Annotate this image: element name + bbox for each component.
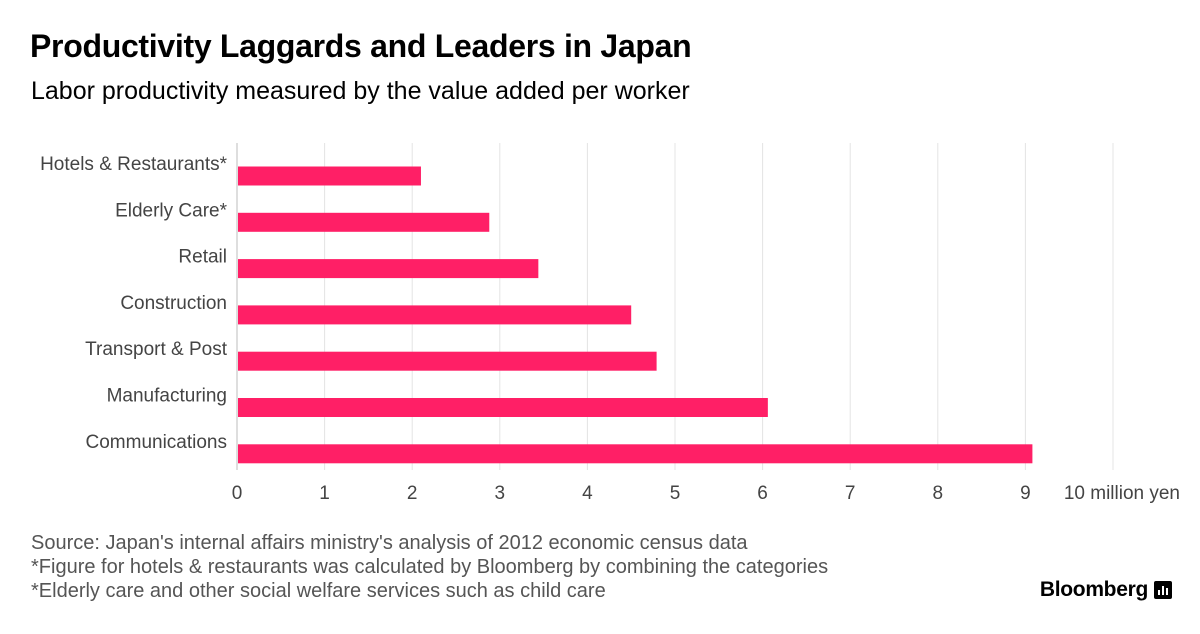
category-labels: Hotels & Restaurants* Elderly Care* Retail…: [40, 154, 228, 453]
x-tick-label: 4: [582, 483, 593, 504]
source-note: Source: Japan's internal affairs ministr…: [31, 532, 748, 554]
bar: [238, 259, 539, 279]
bar: [238, 212, 490, 232]
bars: [238, 166, 1033, 464]
x-tick-label: 6: [757, 483, 768, 504]
x-tick-label: 9: [1020, 483, 1031, 504]
x-tick-label: 1: [319, 483, 330, 504]
bar: [238, 398, 768, 417]
footnote-elderly-care: *Elderly care and other social welfare s…: [31, 580, 606, 602]
x-tick-label: 5: [670, 483, 681, 504]
bar: [238, 444, 1033, 464]
x-tick-label: 3: [495, 483, 506, 504]
x-tick-label: 7: [845, 483, 856, 504]
category-label: Communications: [86, 432, 228, 453]
x-tick-label: 0: [232, 483, 243, 504]
x-tick-label: 2: [407, 483, 418, 504]
bar: [238, 351, 657, 371]
footnotes: Source: Japan's internal affairs ministr…: [31, 531, 828, 603]
category-label: Retail: [178, 247, 227, 268]
category-label: Transport & Post: [85, 339, 228, 360]
brand-wordmark: Bloomberg: [1039, 578, 1148, 601]
bar: [238, 166, 421, 186]
chart-subtitle: Labor productivity measured by the value…: [31, 77, 690, 105]
category-label: Hotels & Restaurants*: [40, 154, 228, 175]
bloomberg-chart-icon: [1154, 581, 1172, 599]
brand-logo: Bloomberg: [1040, 578, 1172, 602]
bar-chart: Hotels & Restaurants* Elderly Care* Retail…: [40, 143, 1180, 504]
x-tick-labels: 0 1 2 3 4 5 6 7 8 9: [232, 483, 1031, 504]
category-label: Elderly Care*: [115, 200, 228, 221]
footnote-hotels: *Figure for hotels & restaurants was cal…: [31, 556, 829, 578]
x-axis-unit-label: 10 million yen: [1064, 483, 1180, 504]
x-tick-label: 8: [933, 483, 944, 504]
category-label: Construction: [120, 293, 227, 314]
bar: [238, 305, 632, 325]
chart-title: Productivity Laggards and Leaders in Jap…: [30, 28, 692, 64]
category-label: Manufacturing: [107, 386, 227, 407]
